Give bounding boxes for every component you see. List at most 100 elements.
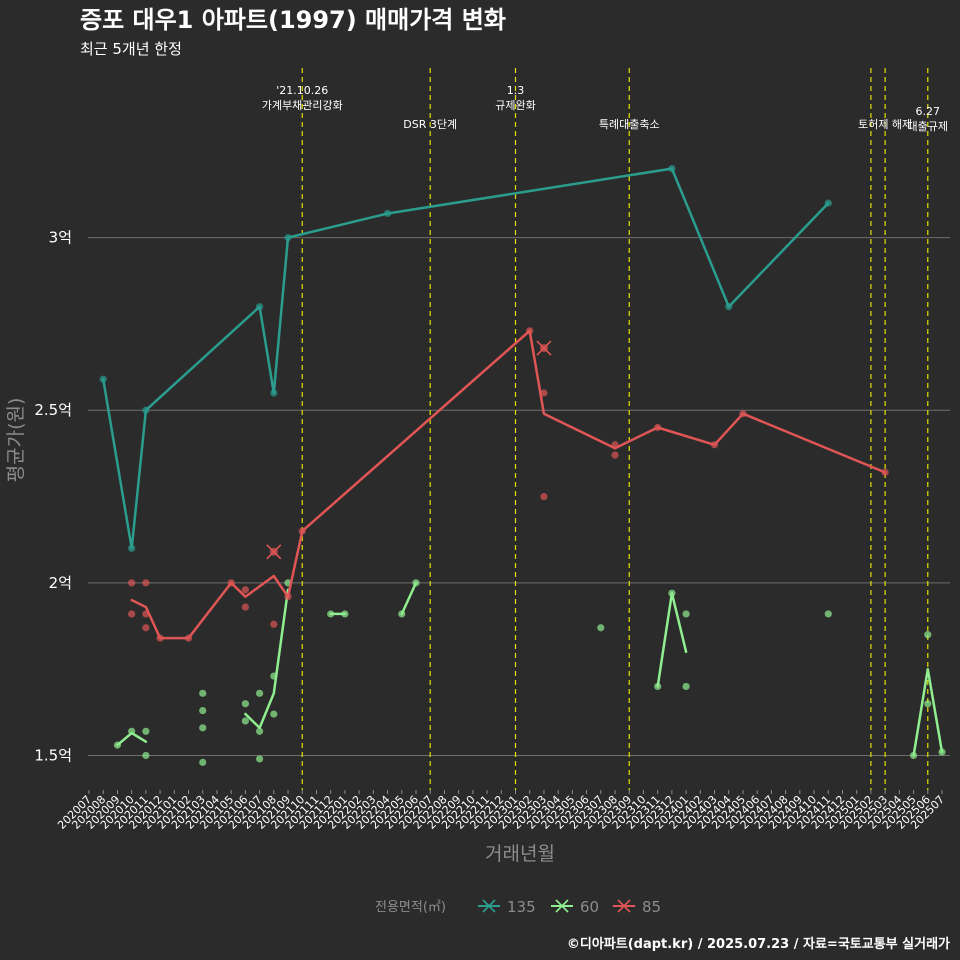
series-60-point	[412, 579, 420, 587]
series-135-point	[725, 303, 733, 311]
legend: 전용면적(㎡) 135 60 85	[375, 898, 661, 916]
series-60-point	[668, 589, 676, 597]
series-60-line	[656, 591, 688, 688]
series-60-point	[241, 717, 249, 725]
series-60-point	[142, 751, 150, 760]
series-60-point	[241, 700, 249, 708]
y-tick-label: 2.5억	[34, 401, 72, 419]
series-85-point	[227, 579, 235, 587]
series-85-point	[184, 634, 193, 642]
event-label: 대출규제	[908, 120, 948, 133]
series-60-point	[924, 631, 932, 639]
series-60-point	[199, 689, 207, 697]
x-axis-title: 거래년월	[485, 843, 555, 865]
series-60	[113, 579, 946, 766]
series-60-point	[142, 727, 150, 735]
series-135-line	[101, 167, 830, 550]
series-60-point	[654, 682, 662, 691]
series-60-point	[256, 689, 264, 697]
legend-label-60: 60	[580, 898, 599, 916]
legend-key-mark-85	[617, 899, 631, 913]
legend-key-mark-60	[555, 899, 569, 913]
legend-label-85: 85	[642, 898, 661, 916]
y-axis: 1.5억 2억 2.5억 3억	[34, 229, 72, 765]
series-60-point	[824, 610, 832, 618]
series-85-point	[128, 610, 136, 618]
chart-title: 증포 대우1 아파트(1997) 매매가격 변화	[80, 6, 506, 34]
y-tick-label: 1.5억	[34, 746, 72, 764]
event-label: 특례대출축소	[599, 118, 660, 131]
series-135-point	[270, 389, 278, 397]
series-85-point	[881, 468, 889, 476]
series-85-point	[611, 441, 619, 449]
series-85-point	[241, 586, 249, 594]
series-85-line	[130, 329, 887, 640]
series-85-point	[710, 441, 719, 449]
series-85-point	[526, 327, 534, 335]
chart-subtitle: 최근 5개년 한정	[80, 40, 182, 58]
legend-label-135: 135	[507, 898, 536, 916]
series-60-point	[682, 610, 690, 618]
series-60-point	[909, 751, 918, 760]
event-label: 가계부채관리강화	[262, 99, 343, 112]
series-85-point	[284, 593, 292, 601]
series-60-point	[256, 755, 264, 763]
event-label: '21.10.26	[276, 84, 328, 97]
y-tick-label: 2억	[49, 574, 72, 592]
series-85-point	[270, 620, 278, 628]
series-85-point	[540, 389, 548, 397]
event-label: 1.3	[507, 84, 525, 97]
series-135	[99, 164, 832, 552]
series-135-point	[668, 164, 676, 173]
series-60-line	[912, 667, 944, 757]
event-label: 규제완화	[495, 99, 535, 112]
series-135-point	[256, 303, 264, 311]
series-135-point	[128, 544, 136, 552]
legend-key-mark-135	[482, 899, 496, 913]
series-60-point	[924, 700, 932, 708]
event-label: 6.27	[916, 105, 941, 118]
series-60-point	[113, 741, 122, 749]
series-60-point	[270, 710, 278, 718]
series-60-point	[398, 610, 406, 618]
series-60-point	[199, 724, 207, 732]
series-60-point	[128, 727, 136, 735]
series-85-point	[298, 527, 306, 535]
series-135-point	[99, 375, 107, 383]
legend-title: 전용면적(㎡)	[375, 900, 446, 915]
series-layer	[99, 164, 946, 766]
series-60-line	[244, 588, 290, 730]
event-label: DSR 3단계	[403, 118, 457, 131]
y-tick-label: 3억	[49, 229, 72, 247]
series-85-point	[540, 492, 548, 501]
series-85-point	[142, 624, 150, 632]
caption: ©디아파트(dapt.kr) / 2025.07.23 / 자료=국토교통부 실…	[567, 936, 950, 952]
series-60-line	[400, 581, 418, 616]
series-60-point	[199, 706, 207, 715]
series-60-point	[256, 727, 264, 735]
series-85-cancel-mark	[536, 340, 552, 356]
series-60-point	[938, 748, 946, 756]
series-135-point	[284, 234, 292, 242]
series-85-point	[611, 451, 619, 459]
series-60-point	[199, 758, 207, 766]
series-85-cancel-mark	[266, 544, 282, 560]
series-135-point	[383, 209, 392, 218]
x-axis: 2020072020082020092020102020112020122021…	[55, 790, 947, 832]
series-85-point	[128, 579, 136, 587]
series-60-point	[682, 682, 690, 691]
series-85-point	[142, 579, 150, 587]
series-85-point	[241, 603, 249, 611]
series-60-point	[327, 610, 335, 618]
grid	[88, 237, 950, 756]
y-axis-title: 평균가(원)	[5, 398, 27, 483]
series-85	[128, 327, 889, 642]
event-label: 토허제 해제	[858, 117, 912, 131]
series-85-point	[654, 423, 662, 432]
series-85-point	[142, 610, 150, 618]
series-135-point	[824, 199, 832, 207]
series-85-point	[156, 634, 164, 642]
series-85-point	[739, 410, 747, 418]
